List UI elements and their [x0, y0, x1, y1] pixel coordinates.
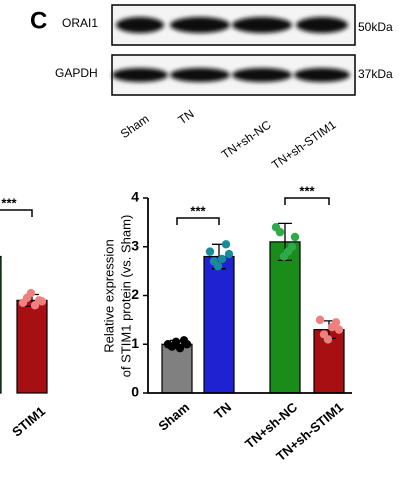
y-tick-label: 4	[131, 189, 139, 205]
protein-size: 37kDa	[358, 67, 393, 81]
bar	[16, 299, 48, 394]
x-tick-label: STIM1	[9, 403, 48, 439]
significance-label: ***	[299, 183, 315, 198]
protein-name: ORAI1	[62, 16, 98, 30]
data-point	[224, 249, 234, 259]
significance-bracket	[176, 217, 220, 225]
data-point	[331, 318, 341, 327]
data-point	[290, 232, 300, 242]
data-point	[205, 247, 215, 256]
bar	[0, 255, 2, 394]
data-point	[26, 288, 36, 298]
y-tick-label: 0	[131, 384, 139, 400]
lane-label: TN	[175, 107, 196, 128]
y-tick-label: 3	[131, 237, 139, 253]
protein-size: 50kDa	[358, 20, 393, 34]
x-tick-label: Sham	[155, 399, 192, 433]
blot-band	[170, 68, 230, 82]
y-tick-label: 1	[131, 335, 139, 351]
significance-bracket	[0, 209, 33, 217]
data-point	[275, 227, 285, 237]
data-point	[287, 242, 297, 251]
data-point	[323, 335, 333, 344]
lane-label: Sham	[118, 112, 152, 141]
data-point	[171, 337, 181, 347]
data-point	[315, 315, 325, 325]
data-point	[213, 262, 223, 271]
data-point	[217, 254, 227, 264]
blot-band	[170, 17, 230, 33]
blot-band	[294, 68, 350, 82]
lane-label: TN+sh-STIM1	[269, 117, 339, 172]
blot-band	[232, 17, 292, 33]
panel-label: C	[30, 7, 47, 34]
y-axis-label: of STIM1 protein (vs. Sham)	[118, 215, 133, 378]
lane-label: TN+sh-NC	[219, 117, 274, 161]
significance-label: ***	[1, 195, 17, 210]
data-point	[175, 343, 185, 353]
data-point	[334, 325, 344, 334]
bar	[269, 241, 301, 394]
protein-name: GAPDH	[55, 66, 98, 80]
bar	[203, 255, 235, 394]
data-point	[221, 240, 231, 249]
x-tick-label: TN	[211, 399, 234, 422]
blot-band	[296, 17, 348, 33]
data-point	[182, 340, 192, 349]
blot-band	[232, 68, 292, 82]
y-tick-label: 2	[131, 286, 139, 302]
blot-band	[116, 17, 164, 33]
blot-band	[112, 68, 168, 82]
bar	[161, 343, 193, 394]
data-point	[37, 297, 47, 306]
significance-label: ***	[190, 203, 206, 218]
y-axis-label: Relative expression	[101, 239, 116, 352]
significance-bracket	[284, 197, 330, 205]
